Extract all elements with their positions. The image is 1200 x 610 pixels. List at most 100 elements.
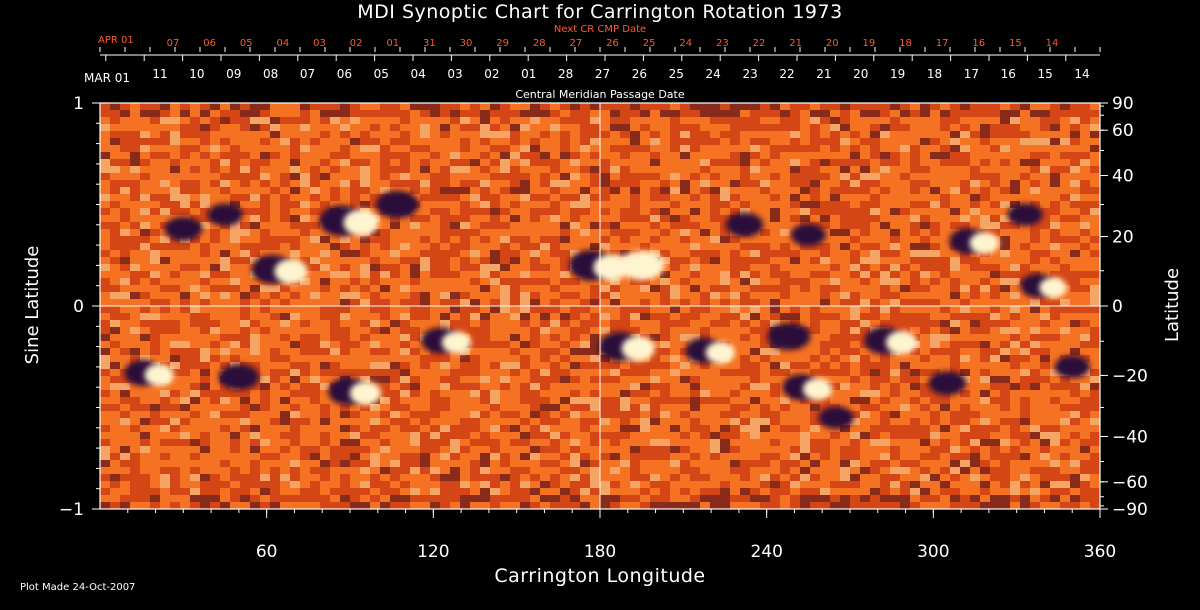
texture-cell xyxy=(210,138,220,145)
texture-cell xyxy=(510,341,520,348)
texture-cell xyxy=(110,439,120,446)
texture-cell xyxy=(510,131,520,138)
texture-cell xyxy=(1080,236,1090,243)
texture-cell xyxy=(130,355,140,362)
texture-cell xyxy=(660,362,670,369)
texture-cell xyxy=(860,145,870,152)
texture-cell xyxy=(220,180,230,187)
texture-cell xyxy=(680,404,690,411)
texture-cell xyxy=(110,110,120,117)
texture-cell xyxy=(700,173,710,180)
texture-cell xyxy=(820,271,830,278)
texture-cell xyxy=(290,390,300,397)
texture-cell xyxy=(250,236,260,243)
texture-cell xyxy=(850,278,860,285)
texture-cell xyxy=(550,418,560,425)
texture-cell xyxy=(280,250,290,257)
texture-cell xyxy=(750,103,760,110)
texture-cell xyxy=(1030,418,1040,425)
texture-cell xyxy=(900,145,910,152)
texture-cell xyxy=(430,432,440,439)
texture-cell xyxy=(930,264,940,271)
texture-cell xyxy=(1070,411,1080,418)
texture-cell xyxy=(1000,397,1010,404)
texture-cell xyxy=(870,229,880,236)
texture-cell xyxy=(750,390,760,397)
texture-cell xyxy=(750,152,760,159)
texture-cell xyxy=(1090,250,1100,257)
texture-cell xyxy=(780,187,790,194)
texture-cell xyxy=(390,173,400,180)
texture-cell xyxy=(620,166,630,173)
texture-cell xyxy=(650,369,660,376)
texture-cell xyxy=(690,201,700,208)
texture-cell xyxy=(830,376,840,383)
texture-cell xyxy=(500,299,510,306)
texture-cell xyxy=(990,355,1000,362)
texture-cell xyxy=(500,124,510,131)
texture-cell xyxy=(650,124,660,131)
texture-cell xyxy=(480,404,490,411)
texture-cell xyxy=(960,145,970,152)
texture-cell xyxy=(180,173,190,180)
texture-cell xyxy=(800,264,810,271)
texture-cell xyxy=(510,138,520,145)
texture-cell xyxy=(970,257,980,264)
texture-cell xyxy=(270,229,280,236)
texture-cell xyxy=(390,432,400,439)
texture-cell xyxy=(300,145,310,152)
texture-cell xyxy=(140,439,150,446)
texture-cell xyxy=(150,383,160,390)
texture-cell xyxy=(800,425,810,432)
texture-cell xyxy=(670,383,680,390)
texture-cell xyxy=(320,264,330,271)
texture-cell xyxy=(620,145,630,152)
texture-cell xyxy=(500,173,510,180)
texture-cell xyxy=(670,432,680,439)
texture-cell xyxy=(620,439,630,446)
texture-cell xyxy=(920,159,930,166)
texture-cell xyxy=(760,313,770,320)
texture-cell xyxy=(680,306,690,313)
texture-cell xyxy=(790,194,800,201)
texture-cell xyxy=(380,271,390,278)
texture-cell xyxy=(440,236,450,243)
texture-cell xyxy=(100,285,110,292)
texture-cell xyxy=(490,425,500,432)
texture-cell xyxy=(890,264,900,271)
texture-cell xyxy=(500,341,510,348)
texture-cell xyxy=(140,271,150,278)
texture-cell xyxy=(1010,341,1020,348)
texture-cell xyxy=(570,404,580,411)
texture-cell xyxy=(630,138,640,145)
texture-cell xyxy=(210,222,220,229)
texture-cell xyxy=(890,320,900,327)
texture-cell xyxy=(500,250,510,257)
texture-cell xyxy=(980,376,990,383)
texture-cell xyxy=(680,341,690,348)
texture-cell xyxy=(330,306,340,313)
texture-cell xyxy=(950,362,960,369)
texture-cell xyxy=(930,348,940,355)
texture-cell xyxy=(880,131,890,138)
texture-cell xyxy=(390,222,400,229)
texture-cell xyxy=(660,306,670,313)
texture-cell xyxy=(520,320,530,327)
texture-cell xyxy=(320,138,330,145)
texture-cell xyxy=(510,243,520,250)
texture-cell xyxy=(680,180,690,187)
texture-cell xyxy=(590,180,600,187)
texture-cell xyxy=(840,327,850,334)
texture-cell xyxy=(150,138,160,145)
texture-cell xyxy=(870,138,880,145)
texture-cell xyxy=(150,180,160,187)
texture-cell xyxy=(830,313,840,320)
texture-cell xyxy=(510,264,520,271)
texture-cell xyxy=(1070,341,1080,348)
texture-cell xyxy=(240,180,250,187)
texture-cell xyxy=(700,383,710,390)
texture-cell xyxy=(190,278,200,285)
texture-cell xyxy=(420,180,430,187)
texture-cell xyxy=(620,425,630,432)
texture-cell xyxy=(550,404,560,411)
